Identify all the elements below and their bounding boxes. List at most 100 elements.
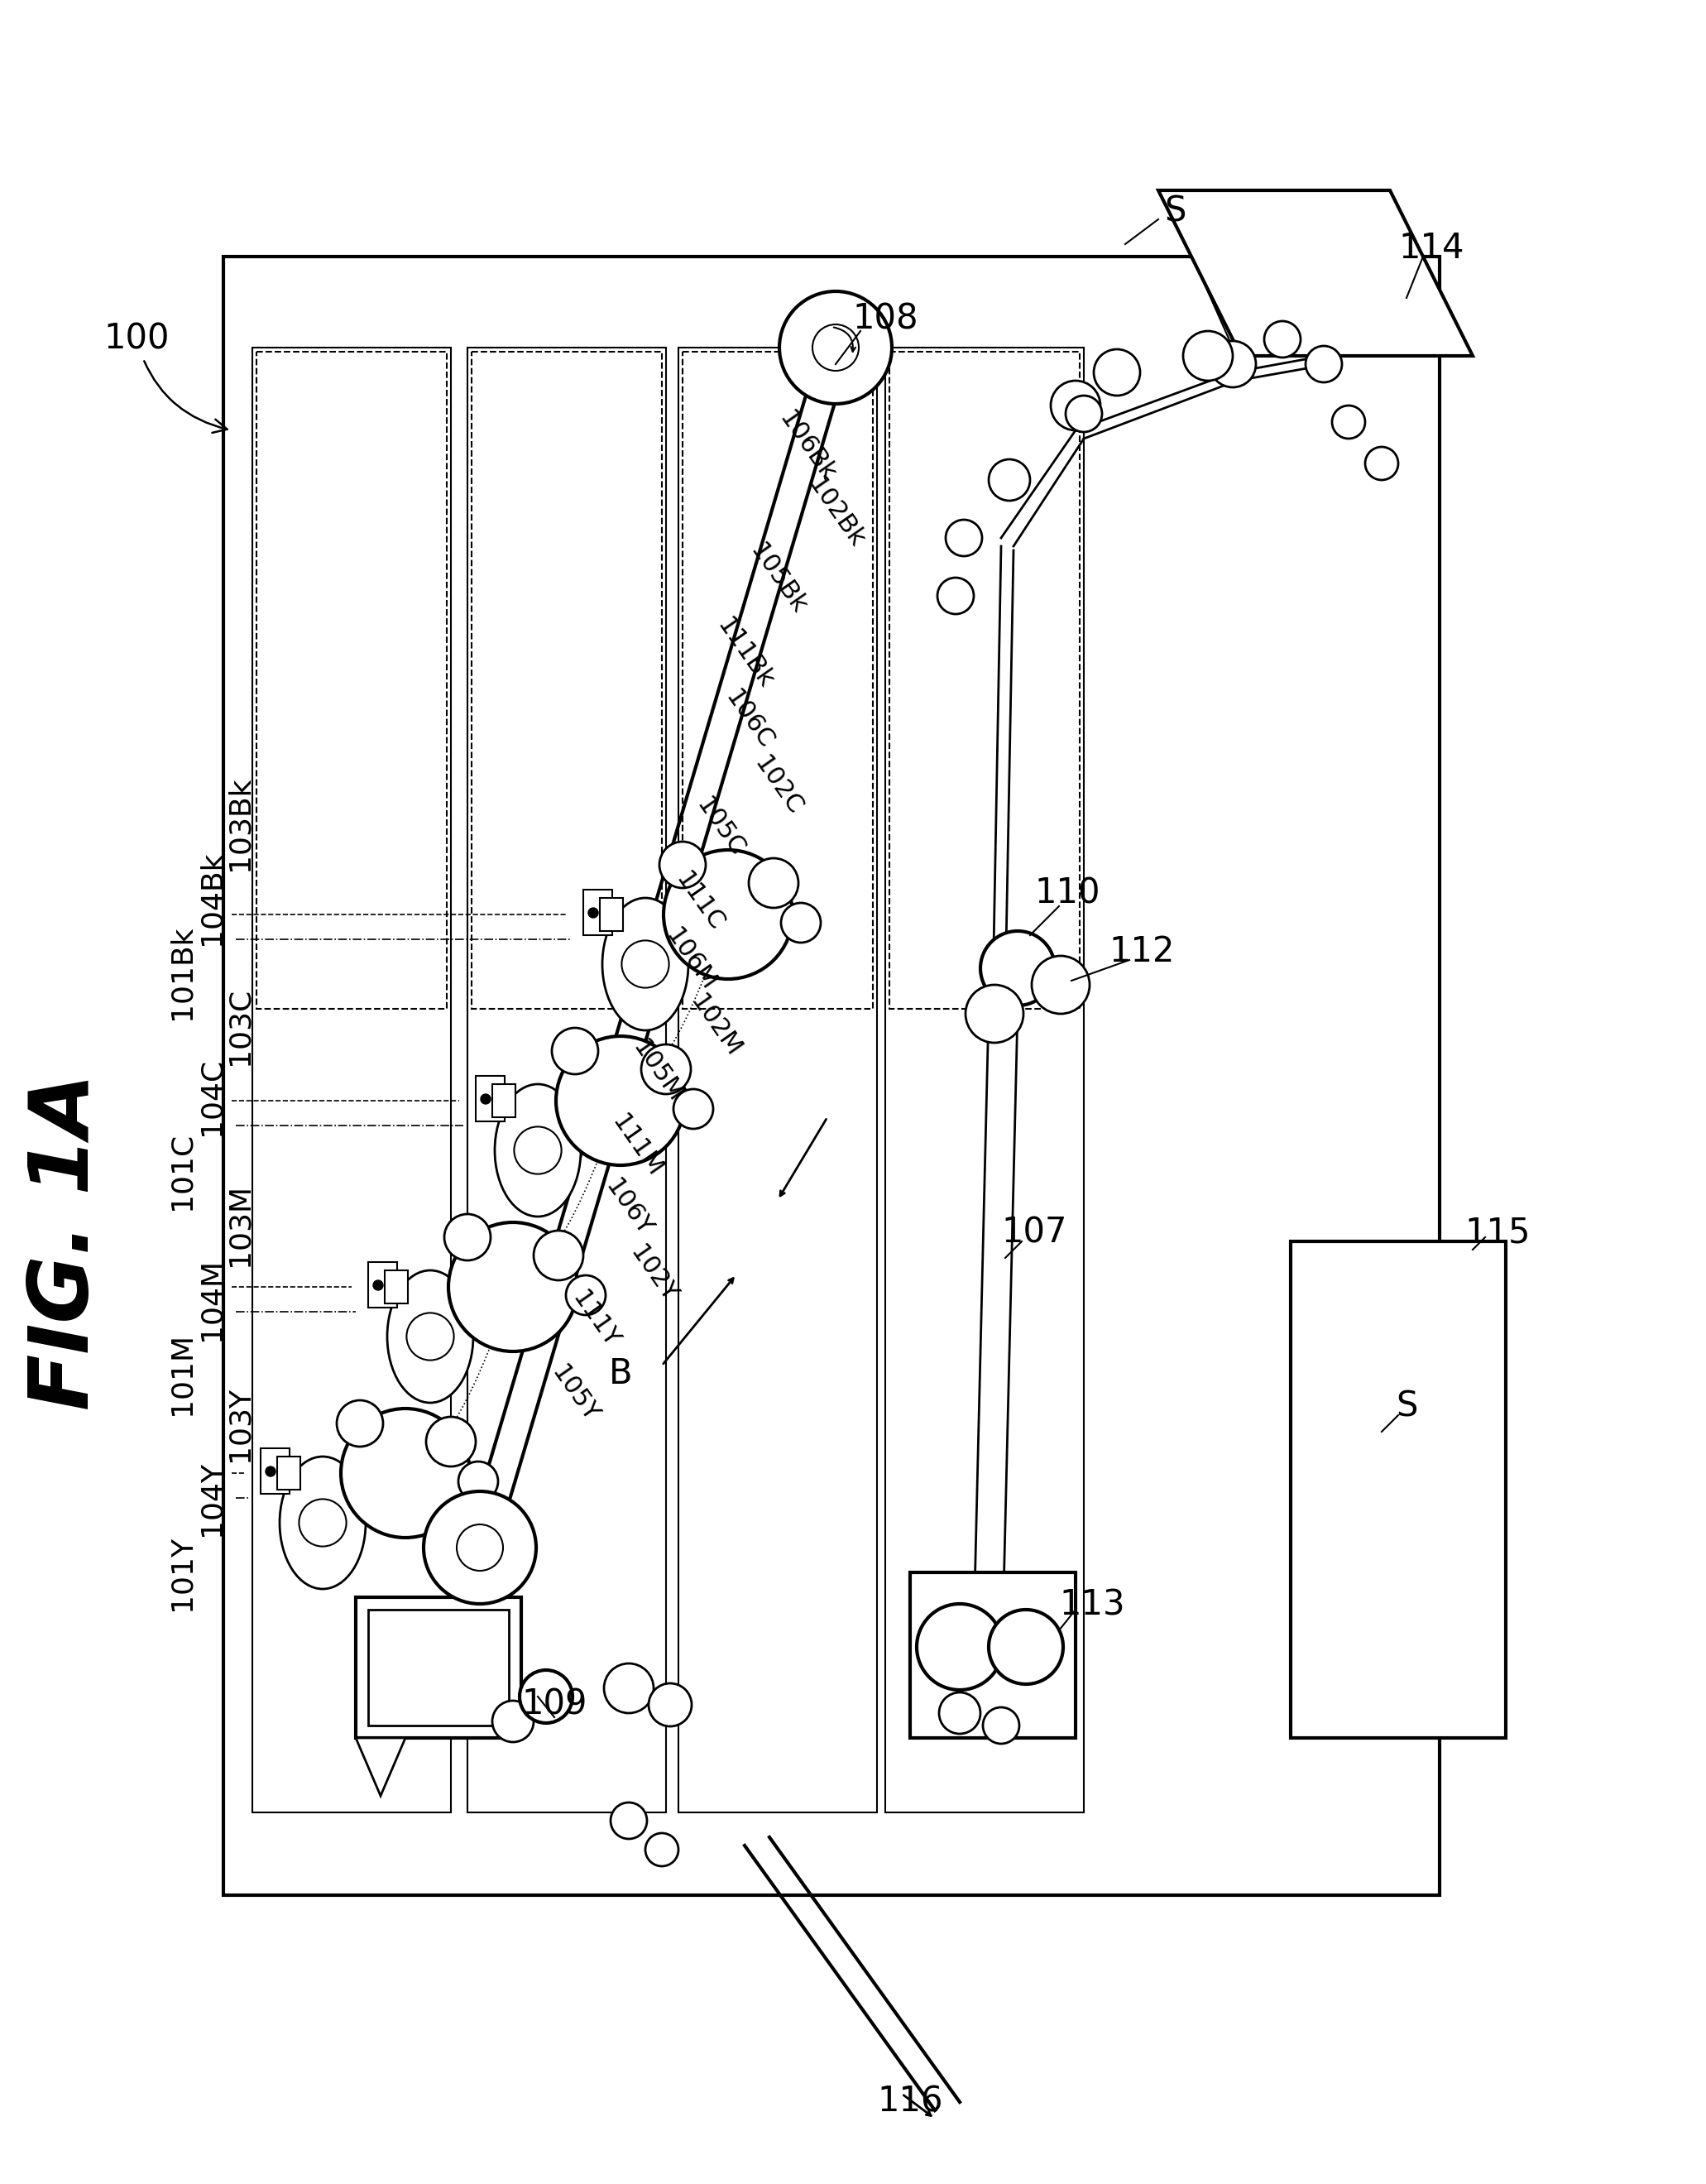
Text: 103Y: 103Y (225, 1385, 254, 1461)
Text: 111C: 111C (670, 869, 728, 937)
Bar (889, 352, 1080, 1009)
Text: 111Bk: 111Bk (711, 614, 778, 695)
Circle shape (1051, 380, 1100, 430)
Bar (583, 889, 612, 935)
Text: 107: 107 (1001, 1216, 1066, 1251)
Text: 104C: 104C (196, 1057, 225, 1136)
Ellipse shape (387, 1271, 473, 1402)
Circle shape (1094, 349, 1140, 395)
Circle shape (444, 1214, 491, 1260)
Circle shape (481, 1094, 491, 1103)
Text: 108: 108 (853, 301, 918, 336)
Bar (261, 1448, 290, 1494)
Bar (368, 1610, 508, 1725)
Circle shape (916, 1603, 1003, 1690)
Circle shape (341, 1409, 469, 1538)
Text: 101C: 101C (167, 1131, 196, 1210)
Text: 106Y: 106Y (601, 1175, 657, 1241)
Text: 102M: 102M (686, 992, 746, 1061)
Text: 116: 116 (877, 2086, 943, 2118)
Text: 105M: 105M (628, 1035, 688, 1107)
Circle shape (589, 909, 599, 917)
Circle shape (781, 902, 821, 943)
Circle shape (938, 1693, 981, 1734)
Text: 102C: 102C (749, 751, 807, 819)
Text: S: S (1396, 1389, 1418, 1424)
Circle shape (780, 290, 892, 404)
Text: 112: 112 (1109, 935, 1175, 970)
Bar (223, 256, 1440, 1896)
Bar (467, 347, 665, 1813)
Circle shape (534, 1230, 583, 1280)
Circle shape (459, 1461, 498, 1500)
Text: 115: 115 (1465, 1216, 1530, 1251)
Circle shape (621, 941, 669, 987)
Circle shape (1264, 321, 1300, 358)
Ellipse shape (495, 1083, 580, 1216)
Text: 100: 100 (104, 321, 227, 432)
Text: 103C: 103C (225, 987, 254, 1066)
Circle shape (1210, 341, 1256, 387)
Circle shape (664, 850, 793, 978)
Circle shape (426, 1417, 476, 1465)
Text: 105Bk: 105Bk (746, 539, 810, 618)
Bar (276, 1457, 300, 1489)
Text: B: B (609, 1356, 633, 1391)
Circle shape (660, 841, 706, 889)
Text: 101Bk: 101Bk (167, 926, 196, 1020)
Circle shape (266, 1465, 275, 1476)
Text: 104Bk: 104Bk (196, 850, 225, 946)
Circle shape (1032, 957, 1090, 1013)
Circle shape (514, 1127, 561, 1175)
Text: 113: 113 (1059, 1588, 1124, 1623)
Text: 106M: 106M (660, 924, 720, 996)
Text: 106Bk: 106Bk (775, 406, 839, 487)
Bar (252, 347, 450, 1813)
Circle shape (457, 1524, 503, 1570)
Text: 110: 110 (1034, 876, 1100, 911)
Bar (471, 352, 662, 1009)
Text: 101M: 101M (167, 1332, 196, 1415)
Circle shape (551, 1029, 599, 1075)
Ellipse shape (602, 898, 688, 1031)
Circle shape (989, 459, 1030, 500)
Circle shape (674, 1090, 713, 1129)
Bar (885, 347, 1083, 1813)
Circle shape (1184, 332, 1233, 380)
Text: 102Bk: 102Bk (804, 474, 868, 553)
Text: FIG. 1A: FIG. 1A (26, 1072, 106, 1411)
Polygon shape (357, 1738, 406, 1795)
Circle shape (648, 1684, 691, 1725)
Circle shape (449, 1223, 578, 1352)
Text: 101Y: 101Y (167, 1535, 196, 1610)
Circle shape (645, 1832, 679, 1865)
Bar (909, 1572, 1075, 1738)
Circle shape (989, 1610, 1063, 1684)
Circle shape (983, 1708, 1018, 1743)
Circle shape (812, 325, 858, 371)
Circle shape (566, 1275, 606, 1315)
Circle shape (966, 985, 1024, 1042)
Bar (357, 1597, 522, 1738)
Bar (493, 1083, 515, 1118)
Text: 103Bk: 103Bk (225, 775, 254, 871)
Circle shape (423, 1492, 536, 1603)
Bar (368, 1262, 397, 1308)
Circle shape (299, 1498, 346, 1546)
Circle shape (611, 1802, 647, 1839)
Text: 103M: 103M (225, 1184, 254, 1267)
Circle shape (1332, 406, 1365, 439)
Text: 114: 114 (1399, 232, 1464, 266)
Text: 111Y: 111Y (568, 1286, 624, 1352)
Text: S: S (1163, 194, 1186, 229)
Circle shape (981, 930, 1054, 1005)
Circle shape (1305, 345, 1343, 382)
Text: 109: 109 (522, 1686, 587, 1721)
Circle shape (1066, 395, 1102, 432)
Bar (682, 352, 873, 1009)
Circle shape (641, 1044, 691, 1094)
Circle shape (520, 1671, 573, 1723)
Text: 105Y: 105Y (548, 1361, 602, 1428)
Circle shape (937, 577, 974, 614)
Circle shape (604, 1664, 653, 1712)
